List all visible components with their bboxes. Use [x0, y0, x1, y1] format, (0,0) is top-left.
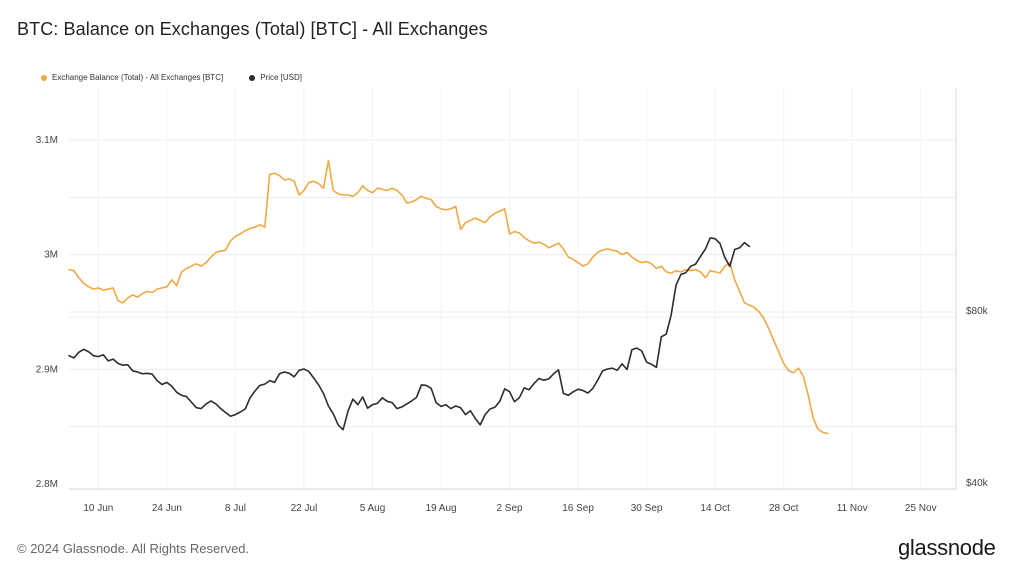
x-tick-label: 2 Sep: [496, 503, 523, 514]
chart-title: BTC: Balance on Exchanges (Total) [BTC] …: [17, 19, 488, 39]
x-tick-label: 22 Jul: [291, 503, 318, 514]
y-left-tick-label: 2.9M: [36, 364, 58, 375]
legend-label-price: Price [USD]: [260, 73, 302, 82]
y-left-tick-label: 3.1M: [36, 135, 58, 146]
glassnode-logo[interactable]: glassnode: [898, 535, 996, 560]
y-left-tick-label: 3M: [44, 250, 58, 261]
grid-layer: [69, 88, 955, 489]
y-right-tick-label: $80k: [966, 306, 989, 317]
balance-series-line[interactable]: [68, 159, 829, 435]
x-tick-label: 11 Nov: [837, 503, 868, 514]
legend-label-balance: Exchange Balance (Total) - All Exchanges…: [52, 73, 224, 82]
x-tick-label: 16 Sep: [562, 503, 594, 514]
legend-dot-price: [249, 74, 256, 81]
copyright-text: © 2024 Glassnode. All Rights Reserved.: [17, 541, 250, 556]
legend-item-price[interactable]: Price [USD]: [249, 73, 302, 82]
x-tick-label: 19 Aug: [425, 503, 456, 514]
y-right-tick-label: $40k: [966, 478, 989, 489]
x-tick-label: 14 Oct: [700, 503, 730, 514]
x-tick-label: 10 Jun: [83, 503, 113, 514]
x-tick-label: 30 Sep: [631, 503, 663, 514]
series-layer: [68, 159, 829, 435]
chart-legend: Exchange Balance (Total) - All Exchanges…: [41, 73, 302, 82]
x-tick-label: 8 Jul: [225, 503, 246, 514]
legend-dot-balance: [41, 74, 47, 81]
x-tick-label: 25 Nov: [905, 503, 937, 514]
axis-layer: 3.1M 3M 2.9M 2.8M $80k $40k 10 Jun 24 Jun 8 Jul 2…: [36, 88, 989, 514]
x-tick-label: 28 Oct: [769, 503, 799, 514]
price-series-line[interactable]: [68, 237, 751, 431]
x-tick-label: 5 Aug: [360, 503, 386, 514]
legend-item-balance[interactable]: Exchange Balance (Total) - All Exchanges…: [41, 73, 223, 82]
y-left-tick-label: 2.8M: [36, 479, 58, 490]
x-tick-label: 24 Jun: [152, 503, 182, 514]
